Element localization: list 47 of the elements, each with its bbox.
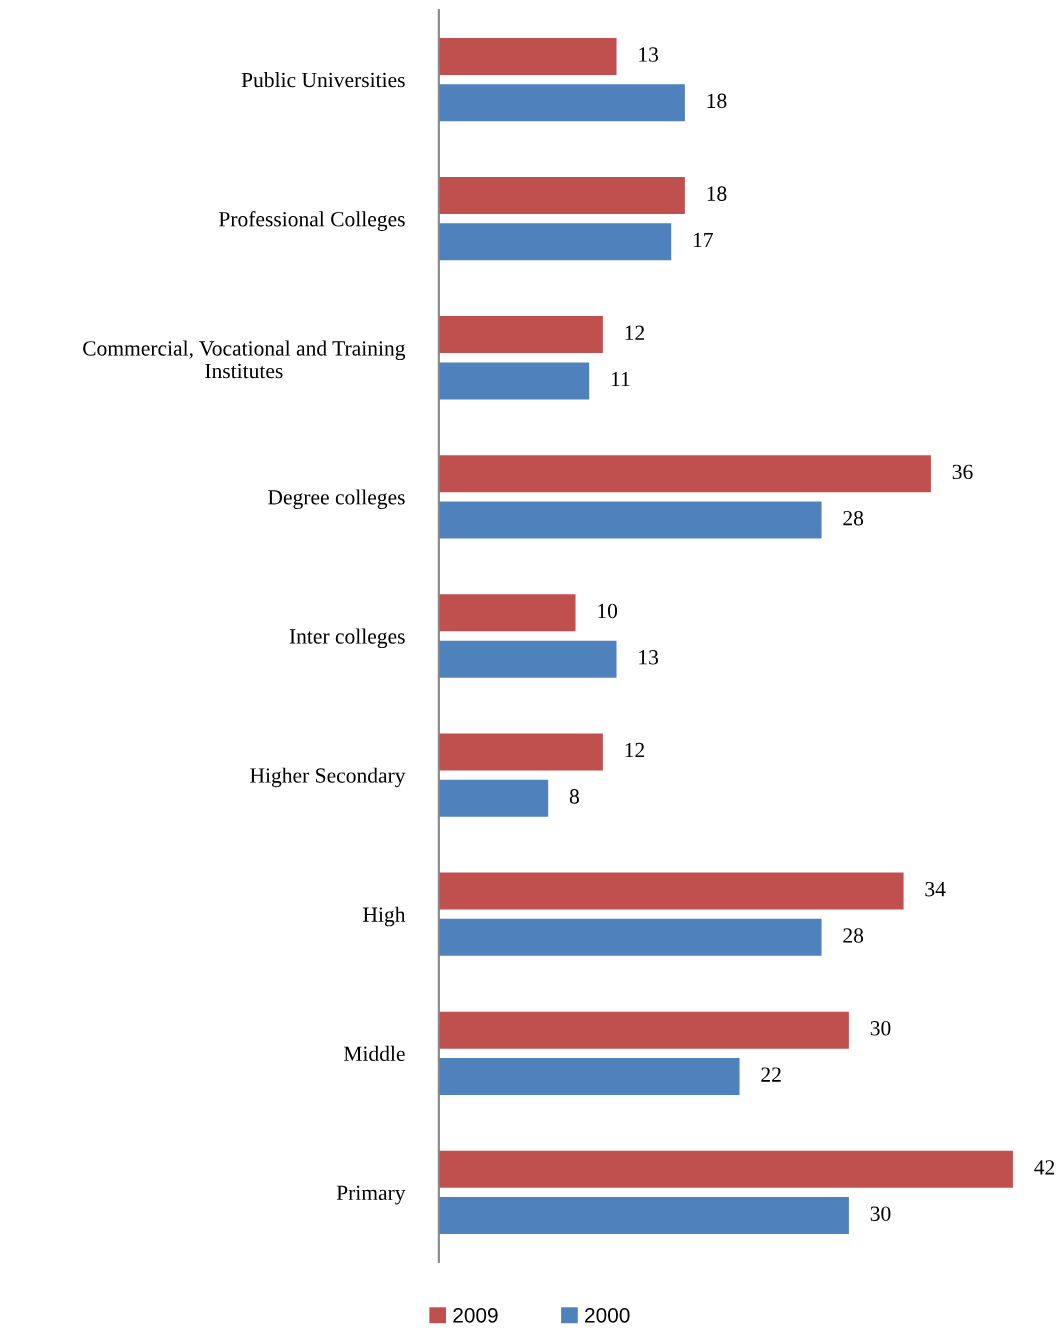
y-tick-label: Higher Secondary (250, 767, 406, 788)
bar (438, 779, 549, 817)
data-label: 34 (925, 881, 946, 897)
data-label: 28 (843, 510, 864, 526)
y-tick-label: Primary (336, 1185, 406, 1205)
bar (438, 455, 931, 493)
bar (438, 177, 685, 215)
bar (438, 362, 590, 400)
data-label: 18 (707, 186, 727, 201)
bar (438, 1197, 849, 1235)
data-label: 28 (843, 928, 864, 943)
data-label: 42 (1034, 1160, 1055, 1175)
data-label: 30 (870, 1206, 891, 1221)
bar (438, 37, 617, 75)
bar (438, 1057, 740, 1095)
data-label: 12 (625, 742, 645, 758)
bar (438, 918, 822, 956)
data-label: 30 (870, 1021, 891, 1036)
data-label: 13 (639, 47, 659, 62)
y-tick-label: Professional Colleges (218, 211, 405, 231)
y-tick-label: Commercial, Vocational and Training Institutes (83, 340, 406, 379)
data-label: 8 (569, 789, 579, 804)
data-label: 10 (598, 603, 618, 619)
data-label: 12 (625, 325, 645, 340)
y-tick-label: Middle (343, 1045, 405, 1061)
data-label: 17 (693, 232, 713, 248)
bar (438, 1011, 849, 1049)
bar (438, 594, 576, 632)
data-label: 36 (952, 464, 973, 480)
y-tick-label: Public Universities (241, 72, 405, 88)
bar (438, 640, 617, 678)
y-tick-label: Inter colleges (289, 628, 405, 649)
bar (438, 501, 822, 539)
bar (438, 1150, 1013, 1188)
data-label: 22 (761, 1067, 781, 1082)
data-label: 13 (639, 650, 659, 665)
y-tick-label: Degree colleges (268, 489, 405, 509)
bar (438, 733, 603, 771)
legend-label: 2009 (453, 1307, 498, 1323)
bar (438, 872, 904, 910)
data-label: 18 (707, 93, 727, 109)
data-label: 11 (611, 371, 630, 387)
y-tick-label: High (363, 906, 406, 927)
bar (438, 223, 672, 261)
legend-label: 2000 (585, 1307, 630, 1323)
bar (438, 316, 603, 354)
bar (438, 84, 685, 122)
